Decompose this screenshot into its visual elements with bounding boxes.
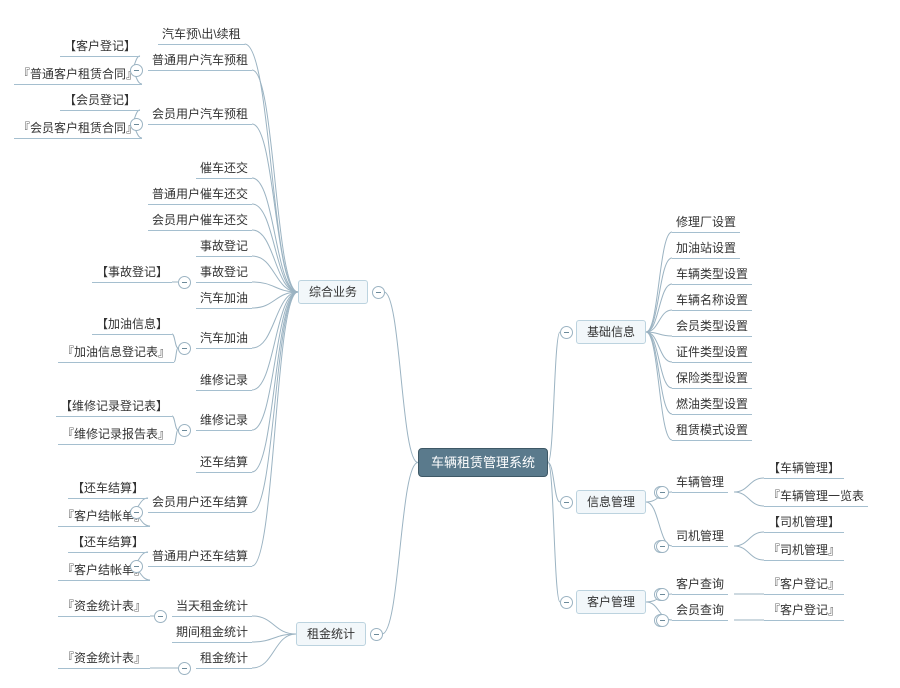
leaf-zonghe-1-1: 『普通客户租赁合同』 (14, 68, 142, 85)
toggle-zujin[interactable] (370, 628, 383, 641)
toggle-zonghe-7[interactable] (178, 276, 191, 289)
leaf-xinxi-1-1: 『司机管理』 (764, 544, 844, 561)
leaf-zonghe-7-0: 【事故登记】 (92, 266, 172, 283)
branch-zonghe[interactable]: 综合业务 (298, 280, 368, 304)
leaf-xinxi-0: 车辆管理 (672, 476, 728, 493)
leaf-zonghe-0: 汽车预\出\续租 (158, 28, 245, 45)
leaf-jichu-5: 证件类型设置 (672, 346, 752, 363)
toggle-zonghe-1[interactable] (130, 64, 143, 77)
leaf-kehu-0: 客户查询 (672, 578, 728, 595)
branch-kehu[interactable]: 客户管理 (576, 590, 646, 614)
toggle-zujin-0[interactable] (154, 610, 167, 623)
leaf-kehu-1: 会员查询 (672, 604, 728, 621)
toggle-jichu[interactable] (560, 326, 573, 339)
leaf-zonghe-1: 普通用户汽车预租 (148, 54, 252, 71)
toggle-leaf-kehu-1[interactable] (656, 614, 669, 627)
toggle-zonghe-11[interactable] (178, 424, 191, 437)
leaf-zonghe-2-0: 【会员登记】 (60, 94, 140, 111)
leaf-jichu-0: 修理厂设置 (672, 216, 740, 233)
toggle-zonghe-14[interactable] (130, 560, 143, 573)
leaf-zujin-0-0: 『资金统计表』 (58, 600, 150, 617)
leaf-xinxi-0-0: 【车辆管理】 (764, 462, 844, 479)
leaf-jichu-1: 加油站设置 (672, 242, 740, 259)
leaf-zujin-2: 租金统计 (196, 652, 252, 669)
toggle-leaf-xinxi-1[interactable] (656, 540, 669, 553)
leaf-zonghe-11-0: 【维修记录登记表】 (56, 400, 172, 417)
leaf-zonghe-12: 还车结算 (196, 456, 252, 473)
leaf-xinxi-1: 司机管理 (672, 530, 728, 547)
leaf-zonghe-9: 汽车加油 (196, 332, 252, 349)
leaf-zujin-1: 期间租金统计 (172, 626, 252, 643)
branch-xinxi[interactable]: 信息管理 (576, 490, 646, 514)
leaf-zonghe-7: 事故登记 (196, 266, 252, 283)
leaf-jichu-3: 车辆名称设置 (672, 294, 752, 311)
branch-jichu[interactable]: 基础信息 (576, 320, 646, 344)
toggle-zonghe-9[interactable] (178, 342, 191, 355)
leaf-xinxi-0-1: 『车辆管理一览表 (764, 490, 868, 507)
leaf-zonghe-1-0: 【客户登记】 (60, 40, 140, 57)
leaf-zonghe-14-0: 【还车结算】 (68, 536, 148, 553)
leaf-jichu-7: 燃油类型设置 (672, 398, 752, 415)
toggle-zonghe-13[interactable] (130, 506, 143, 519)
leaf-zonghe-11: 维修记录 (196, 414, 252, 431)
leaf-zonghe-10: 维修记录 (196, 374, 252, 391)
leaf-kehu-1-0: 『客户登记』 (764, 604, 844, 621)
leaf-zonghe-13-0: 【还车结算】 (68, 482, 148, 499)
leaf-zonghe-2: 会员用户汽车预租 (148, 108, 252, 125)
toggle-zujin-2[interactable] (178, 662, 191, 675)
leaf-jichu-8: 租赁模式设置 (672, 424, 752, 441)
leaf-zujin-0: 当天租金统计 (172, 600, 252, 617)
leaf-zonghe-9-1: 『加油信息登记表』 (58, 346, 174, 363)
leaf-zonghe-13: 会员用户还车结算 (148, 496, 252, 513)
toggle-leaf-xinxi-0[interactable] (656, 486, 669, 499)
leaf-zujin-2-0: 『资金统计表』 (58, 652, 150, 669)
toggle-leaf-kehu-0[interactable] (656, 588, 669, 601)
toggle-zonghe[interactable] (372, 286, 385, 299)
leaf-zonghe-11-1: 『维修记录报告表』 (58, 428, 174, 445)
root-node[interactable]: 车辆租赁管理系统 (418, 448, 548, 477)
leaf-jichu-4: 会员类型设置 (672, 320, 752, 337)
leaf-zonghe-8: 汽车加油 (196, 292, 252, 309)
leaf-zonghe-4: 普通用户催车还交 (148, 188, 252, 205)
leaf-zonghe-3: 催车还交 (196, 162, 252, 179)
toggle-kehu[interactable] (560, 596, 573, 609)
leaf-jichu-2: 车辆类型设置 (672, 268, 752, 285)
leaf-xinxi-1-0: 【司机管理】 (764, 516, 844, 533)
leaf-zonghe-6: 事故登记 (196, 240, 252, 257)
leaf-zonghe-5: 会员用户催车还交 (148, 214, 252, 231)
leaf-zonghe-9-0: 【加油信息】 (92, 318, 172, 335)
leaf-zonghe-14: 普通用户还车结算 (148, 550, 252, 567)
branch-zujin[interactable]: 租金统计 (296, 622, 366, 646)
toggle-xinxi[interactable] (560, 496, 573, 509)
leaf-kehu-0-0: 『客户登记』 (764, 578, 844, 595)
leaf-jichu-6: 保险类型设置 (672, 372, 752, 389)
leaf-zonghe-2-1: 『会员客户租赁合同』 (14, 122, 142, 139)
toggle-zonghe-2[interactable] (130, 118, 143, 131)
